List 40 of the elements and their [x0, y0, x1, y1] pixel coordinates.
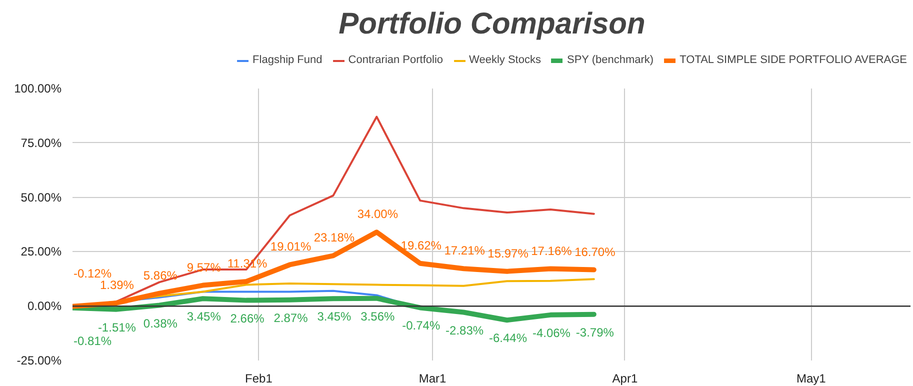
legend-label: SPY (benchmark)	[566, 54, 654, 66]
data-label: -2.83%	[446, 323, 484, 338]
legend-label: Flagship Fund	[252, 54, 322, 66]
data-label: 2.87%	[274, 310, 308, 325]
y-tick-label: 0.00%	[27, 299, 62, 314]
data-label: -0.81%	[74, 334, 112, 348]
data-label: -1.51%	[98, 320, 136, 334]
data-label: 19.62%	[400, 238, 442, 252]
data-label: 3.45%	[317, 310, 352, 324]
data-label: 19.01%	[270, 240, 312, 254]
data-label: 23.18%	[314, 230, 355, 245]
x-tick-label: Mar1	[418, 372, 447, 386]
data-label: 3.45%	[186, 310, 222, 324]
data-label: 17.16%	[531, 244, 572, 258]
y-tick-label: 100.00%	[14, 82, 62, 96]
data-label: 15.97%	[488, 246, 529, 260]
legend-label: TOTAL SIMPLE SIDE PORTFOLIO AVERAGE	[680, 54, 907, 66]
y-tick-label: 25.00%	[20, 244, 62, 259]
data-label: -0.12%	[74, 266, 112, 280]
data-label: 1.39%	[100, 278, 134, 292]
data-label: 2.66%	[230, 311, 265, 326]
x-tick-label: Apr1	[612, 372, 638, 386]
x-tick-label: Feb1	[245, 372, 273, 386]
y-tick-label: 75.00%	[20, 136, 62, 150]
data-label: -0.74%	[402, 318, 440, 333]
data-label: 16.70%	[574, 244, 616, 259]
data-label: 17.21%	[444, 244, 486, 258]
data-label: 34.00%	[357, 207, 398, 222]
data-label: -4.06%	[532, 326, 571, 340]
chart-title: Portfolio Comparison	[338, 8, 646, 40]
y-tick-label: -25.00%	[16, 354, 62, 368]
data-label: -3.79%	[576, 325, 614, 340]
data-label: 5.86%	[143, 268, 178, 282]
data-label: 3.56%	[360, 309, 396, 324]
data-label: 0.38%	[143, 316, 178, 330]
data-label: -6.44%	[489, 331, 528, 346]
y-tick-label: 50.00%	[20, 190, 62, 204]
legend-label: Contrarian Portfolio	[348, 54, 444, 66]
x-tick-label: May1	[796, 372, 826, 386]
legend-label: Weekly Stocks	[469, 54, 541, 66]
